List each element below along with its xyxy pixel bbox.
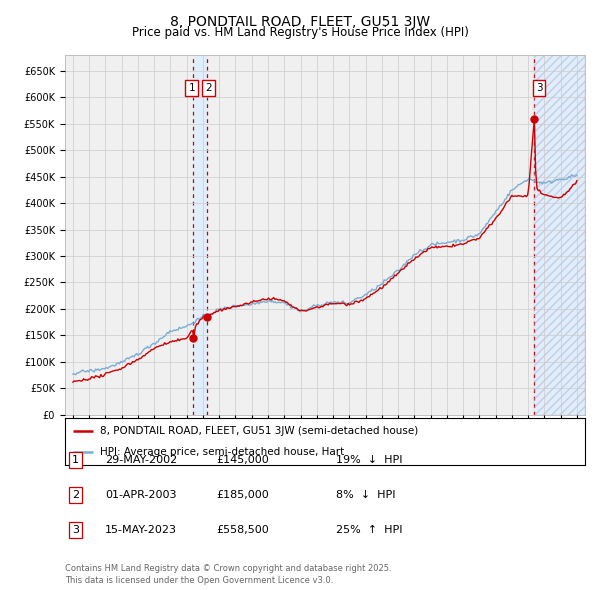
Text: 1: 1 [72,455,79,466]
Text: 3: 3 [536,83,542,93]
Bar [534,55,585,415]
Text: £185,000: £185,000 [216,490,269,500]
Text: 01-APR-2003: 01-APR-2003 [105,490,176,500]
Text: Price paid vs. HM Land Registry's House Price Index (HPI): Price paid vs. HM Land Registry's House … [131,26,469,39]
Text: £558,500: £558,500 [216,525,269,535]
Text: 2: 2 [205,83,212,93]
Text: £145,000: £145,000 [216,455,269,466]
Text: 3: 3 [72,525,79,535]
Text: 2: 2 [72,490,79,500]
Text: 29-MAY-2002: 29-MAY-2002 [105,455,177,466]
Bar [193,55,207,415]
Text: 8, PONDTAIL ROAD, FLEET, GU51 3JW (semi-detached house): 8, PONDTAIL ROAD, FLEET, GU51 3JW (semi-… [100,426,418,435]
Text: 8, PONDTAIL ROAD, FLEET, GU51 3JW: 8, PONDTAIL ROAD, FLEET, GU51 3JW [170,15,430,29]
Bar [534,55,585,415]
Text: 25%  ↑  HPI: 25% ↑ HPI [336,525,403,535]
Text: 1: 1 [188,83,195,93]
Text: HPI: Average price, semi-detached house, Hart: HPI: Average price, semi-detached house,… [100,447,344,457]
Text: 15-MAY-2023: 15-MAY-2023 [105,525,177,535]
Text: 8%  ↓  HPI: 8% ↓ HPI [336,490,395,500]
Text: 19%  ↓  HPI: 19% ↓ HPI [336,455,403,466]
Text: Contains HM Land Registry data © Crown copyright and database right 2025.
This d: Contains HM Land Registry data © Crown c… [65,564,391,585]
